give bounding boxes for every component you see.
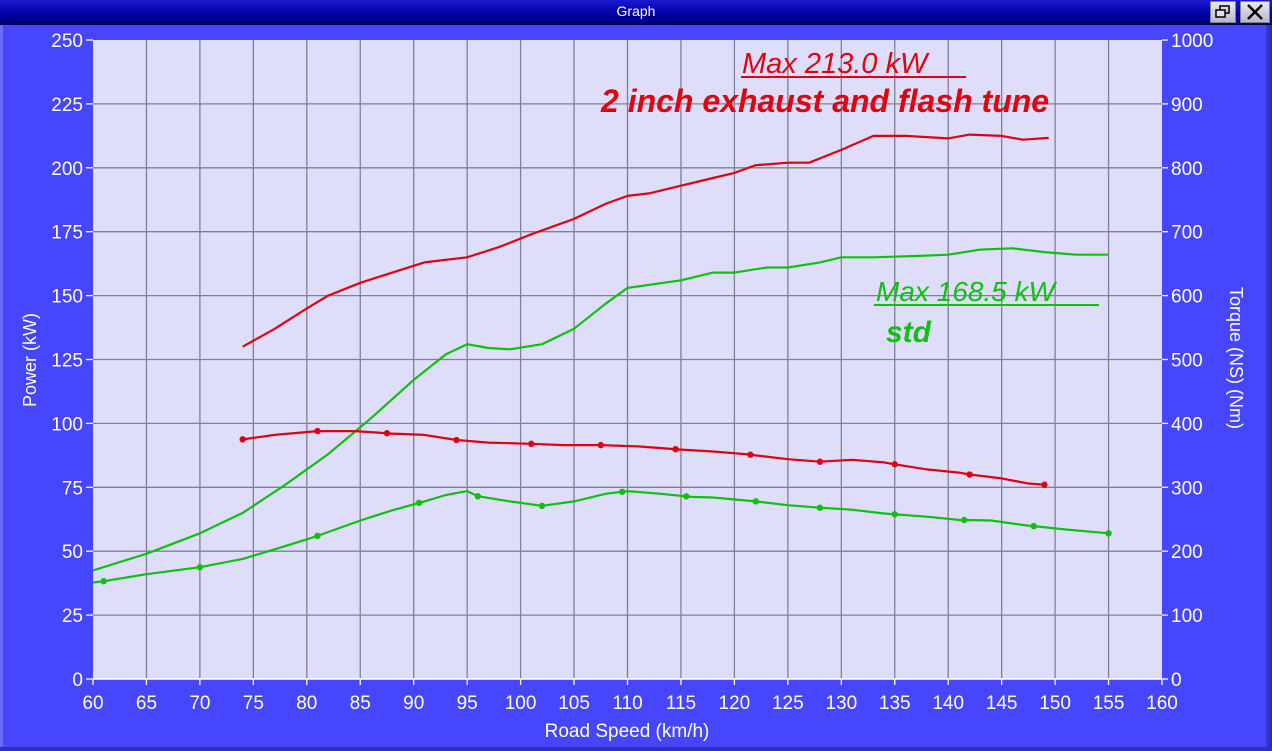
data-point-marker — [453, 436, 460, 444]
data-point-marker — [816, 504, 824, 511]
data-point-marker — [891, 511, 898, 518]
series-lines — [92, 133, 1112, 585]
y2-tick-label: 600 — [1171, 287, 1203, 308]
data-point-marker — [528, 440, 535, 448]
x-tick-label: 80 — [296, 693, 317, 714]
y-tick-label: 50 — [62, 542, 83, 563]
y2-axis-label: Torque (NS) (Nm) — [1226, 287, 1246, 429]
data-point-marker — [314, 532, 321, 540]
data-point-marker — [961, 516, 968, 524]
y-tick-label: 150 — [51, 287, 83, 308]
y-tick-label: 100 — [51, 414, 83, 435]
y2-tick-label: 700 — [1171, 223, 1203, 244]
data-point-marker — [100, 578, 107, 585]
restore-window-icon — [1215, 5, 1230, 18]
data-point-marker — [672, 445, 679, 453]
close-icon — [1247, 4, 1263, 20]
data-point-marker — [538, 502, 546, 510]
y2-tick-label: 500 — [1171, 351, 1203, 372]
data-point-marker — [415, 499, 423, 507]
y-axis-label: Power (kW) — [20, 313, 40, 407]
x-tick-label: 130 — [825, 693, 857, 714]
x-tick-label: 155 — [1093, 693, 1125, 714]
data-point-marker — [597, 441, 604, 449]
series-line — [92, 490, 1109, 584]
data-point-marker — [752, 498, 759, 505]
window-title: Graph — [616, 3, 656, 19]
y2-tick-label: 0 — [1171, 670, 1182, 691]
x-tick-label: 105 — [558, 693, 590, 714]
y-tick-label: 200 — [51, 159, 83, 180]
data-point-marker — [239, 436, 246, 443]
y-tick-label: 250 — [51, 31, 83, 52]
x-tick-label: 95 — [457, 693, 478, 714]
x-tick-label: 115 — [666, 693, 696, 714]
series-line — [242, 430, 1045, 486]
x-tick-label: 100 — [505, 693, 537, 714]
y-tick-label: 25 — [62, 606, 83, 627]
data-point-marker — [1030, 522, 1037, 530]
y-tick-label: 125 — [51, 351, 83, 372]
stock-max-annotation: Max 168.5 kW — [876, 276, 1058, 307]
y2-tick-label: 900 — [1171, 95, 1203, 116]
x-axis-label: Road Speed (km/h) — [545, 721, 710, 742]
data-point-marker — [747, 451, 754, 458]
restore-window-button[interactable] — [1210, 1, 1236, 23]
y-tick-label: 0 — [72, 670, 83, 691]
data-point-marker — [891, 461, 898, 468]
data-point-marker — [474, 493, 482, 500]
close-window-button[interactable] — [1240, 1, 1270, 23]
x-tick-label: 160 — [1146, 693, 1178, 714]
x-tick-label: 70 — [189, 693, 210, 714]
data-point-marker — [816, 458, 824, 465]
data-point-marker — [618, 488, 626, 495]
x-tick-label: 85 — [350, 693, 371, 714]
window-titlebar[interactable]: Graph — [0, 0, 1272, 25]
x-tick-label: 135 — [879, 693, 911, 714]
data-point-marker — [1105, 530, 1112, 537]
data-point-marker — [196, 563, 204, 571]
data-point-marker — [383, 430, 391, 437]
y-tick-label: 175 — [51, 223, 83, 244]
x-tick-label: 145 — [986, 693, 1018, 714]
tuned-label: 2 inch exhaust and flash tune — [600, 83, 1049, 119]
y2-tick-label: 200 — [1171, 542, 1203, 563]
data-point-marker — [966, 471, 973, 478]
grid-lines — [93, 40, 1162, 680]
y2-tick-label: 300 — [1171, 478, 1203, 499]
x-tick-label: 65 — [136, 693, 157, 714]
x-tick-label: 75 — [243, 693, 264, 714]
data-point-marker — [1041, 481, 1048, 488]
frame-edge — [1266, 25, 1272, 751]
x-axis-ticks: 60 65 70 75 80 85 90 95 100 105 110 115 120 125 130 135… — [82, 679, 1178, 714]
data-point-marker — [314, 427, 321, 435]
x-tick-label: 90 — [403, 693, 424, 714]
series-line — [92, 247, 1109, 572]
y2-tick-label: 100 — [1171, 606, 1203, 627]
series-line — [242, 133, 1049, 348]
x-tick-label: 140 — [932, 693, 964, 714]
y2-axis-ticks: 0 100 200 300 400 500 600 700 800 900 1000 — [1162, 31, 1213, 691]
x-tick-label: 125 — [772, 693, 804, 714]
tuned-max-annotation: Max 213.0 kW — [742, 48, 930, 80]
y-axis-ticks: 0 25 50 75 100 125 150 175 200 225 250 — [51, 31, 93, 691]
y-tick-label: 75 — [62, 478, 83, 499]
y2-tick-label: 800 — [1171, 159, 1203, 180]
stock-label: std — [886, 316, 932, 349]
x-tick-label: 110 — [612, 693, 642, 714]
x-tick-label: 150 — [1039, 693, 1071, 714]
x-tick-label: 60 — [82, 693, 103, 714]
frame-edge-bottom — [0, 747, 1272, 751]
data-point-marker — [683, 493, 690, 500]
y2-tick-label: 1000 — [1171, 31, 1213, 52]
y-tick-label: 225 — [51, 95, 83, 116]
x-tick-label: 120 — [719, 693, 751, 714]
y2-tick-label: 400 — [1171, 414, 1203, 435]
